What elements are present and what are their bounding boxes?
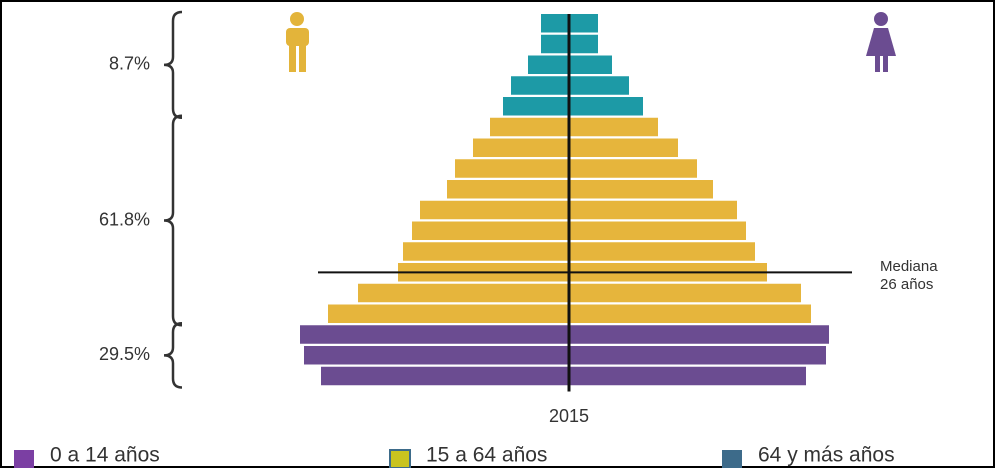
bar	[569, 200, 737, 220]
bar	[569, 138, 678, 157]
bar	[541, 34, 569, 54]
brace	[163, 322, 183, 389]
bar	[300, 325, 569, 344]
median-label: Mediana	[880, 258, 938, 275]
bar	[328, 304, 569, 323]
bar	[569, 346, 826, 365]
bar	[569, 180, 713, 199]
bar	[569, 34, 598, 54]
bar	[541, 14, 569, 33]
bar	[403, 242, 569, 261]
median-label: 26 años	[880, 276, 933, 293]
bar	[455, 159, 569, 178]
female-icon	[866, 12, 896, 72]
bar	[447, 180, 569, 199]
bar	[569, 117, 658, 137]
male-icon	[286, 12, 309, 72]
legend-swatch	[14, 450, 34, 468]
bar	[569, 366, 806, 386]
bar	[503, 97, 569, 116]
bar	[412, 221, 569, 240]
bar	[569, 159, 697, 178]
bar	[569, 14, 598, 33]
bar	[490, 117, 569, 137]
group-label: 29.5%	[99, 344, 150, 364]
legend-swatch	[389, 449, 411, 468]
bar	[569, 97, 643, 116]
bar	[528, 55, 569, 74]
brace	[163, 10, 183, 119]
bar	[511, 76, 569, 95]
bar	[473, 138, 569, 157]
legend-label: 0 a 14 años	[50, 444, 160, 467]
bar	[420, 200, 569, 220]
legend-swatch	[722, 450, 742, 468]
bar	[321, 366, 569, 386]
bar	[569, 221, 746, 240]
bar	[569, 325, 829, 344]
bar	[569, 55, 612, 74]
group-label: 8.7%	[109, 54, 150, 74]
bar	[304, 346, 569, 365]
brace	[163, 114, 183, 327]
year-label: 2015	[549, 406, 589, 426]
bar	[569, 283, 801, 303]
bar	[569, 304, 811, 323]
bar	[569, 242, 755, 261]
legend-label: 64 y más años	[758, 444, 895, 467]
bar	[358, 283, 569, 303]
bar	[569, 76, 629, 95]
legend-label: 15 a 64 años	[426, 444, 547, 467]
group-label: 61.8%	[99, 209, 150, 229]
